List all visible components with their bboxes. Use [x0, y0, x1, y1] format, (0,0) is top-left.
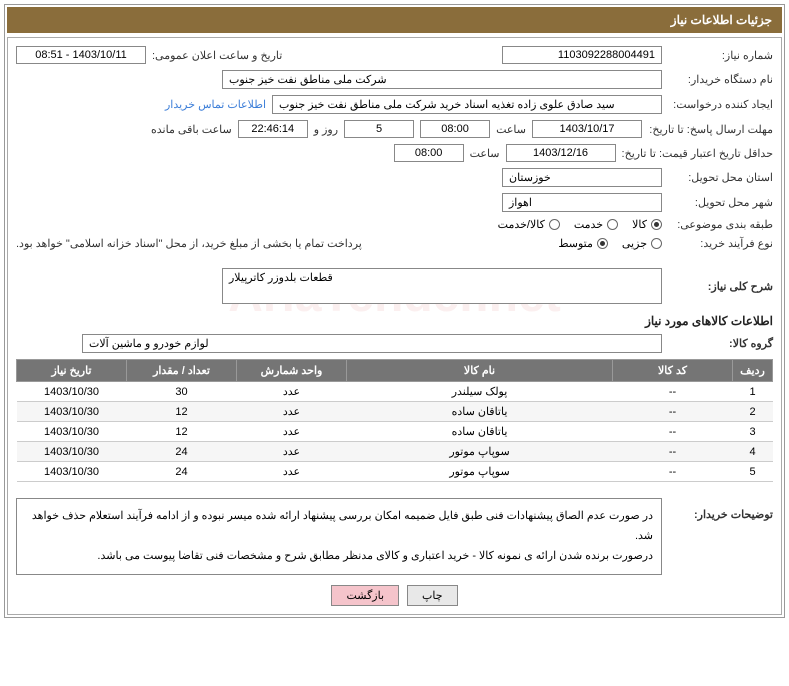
buyer-org-field: شرکت ملی مناطق نفت خیز جنوب — [222, 70, 662, 89]
cell-row: 2 — [733, 402, 773, 422]
buyer-notes-label: توضیحات خریدار: — [668, 490, 773, 521]
group-label: گروه کالا: — [668, 337, 773, 350]
category-service-label: خدمت — [574, 218, 603, 231]
radio-icon — [651, 238, 662, 249]
cell-qty: 24 — [127, 462, 237, 482]
cell-date: 1403/10/30 — [17, 382, 127, 402]
cell-row: 3 — [733, 422, 773, 442]
process-medium-label: متوسط — [558, 237, 593, 250]
cell-unit: عدد — [237, 422, 347, 442]
goods-section-title: اطلاعات کالاهای مورد نیاز — [16, 314, 773, 328]
radio-icon — [607, 219, 618, 230]
city-label: شهر محل تحویل: — [668, 196, 773, 209]
cell-date: 1403/10/30 — [17, 422, 127, 442]
payment-note: پرداخت تمام یا بخشی از مبلغ خرید، از محل… — [16, 237, 362, 250]
requester-field: سید صادق علوی زاده تغذیه اسناد خرید شرکت… — [272, 95, 662, 114]
back-button[interactable]: بازگشت — [331, 585, 399, 606]
cell-code: -- — [613, 382, 733, 402]
group-field: لوازم خودرو و ماشین آلات — [82, 334, 662, 353]
cell-qty: 24 — [127, 442, 237, 462]
deadline-time-field: 08:00 — [420, 120, 490, 138]
table-row: 5--سوپاپ موتورعدد241403/10/30 — [17, 462, 773, 482]
col-row: ردیف — [733, 360, 773, 382]
category-service[interactable]: خدمت — [574, 218, 618, 231]
cell-row: 4 — [733, 442, 773, 462]
time-label-2: ساعت — [470, 147, 500, 160]
deadline-send-label: مهلت ارسال پاسخ: تا تاریخ: — [648, 123, 773, 136]
cell-name: پولک سیلندر — [347, 382, 613, 402]
col-code: کد کالا — [613, 360, 733, 382]
category-goods-label: کالا — [632, 218, 647, 231]
announce-label: تاریخ و ساعت اعلان عمومی: — [152, 49, 282, 62]
cell-name: سوپاپ موتور — [347, 442, 613, 462]
category-goods[interactable]: کالا — [632, 218, 662, 231]
table-row: 2--یاتاقان سادهعدد121403/10/30 — [17, 402, 773, 422]
announce-field: 1403/10/11 - 08:51 — [16, 46, 146, 64]
cell-date: 1403/10/30 — [17, 462, 127, 482]
contact-link[interactable]: اطلاعات تماس خریدار — [165, 98, 266, 111]
cell-unit: عدد — [237, 382, 347, 402]
cell-code: -- — [613, 402, 733, 422]
cell-row: 5 — [733, 462, 773, 482]
province-label: استان محل تحویل: — [668, 171, 773, 184]
min-validity-time-field: 08:00 — [394, 144, 464, 162]
cell-code: -- — [613, 462, 733, 482]
cell-code: -- — [613, 442, 733, 462]
days-and-label: روز و — [314, 123, 338, 136]
countdown-field: 22:46:14 — [238, 120, 308, 138]
category-goods-service[interactable]: کالا/خدمت — [498, 218, 560, 231]
category-goods-service-label: کالا/خدمت — [498, 218, 545, 231]
cell-qty: 30 — [127, 382, 237, 402]
cell-date: 1403/10/30 — [17, 402, 127, 422]
cell-qty: 12 — [127, 402, 237, 422]
category-label: طبقه بندی موضوعی: — [668, 218, 773, 231]
cell-date: 1403/10/30 — [17, 442, 127, 462]
goods-table: ردیف کد کالا نام کالا واحد شمارش تعداد /… — [16, 359, 773, 482]
col-name: نام کالا — [347, 360, 613, 382]
category-radio-group: کالا خدمت کالا/خدمت — [498, 218, 662, 231]
radio-icon — [651, 219, 662, 230]
need-no-field: 1103092288004491 — [502, 46, 662, 64]
overview-label: شرح کلی نیاز: — [668, 280, 773, 293]
process-partial[interactable]: جزیی — [622, 237, 662, 250]
col-qty: تعداد / مقدار — [127, 360, 237, 382]
col-date: تاریخ نیاز — [17, 360, 127, 382]
radio-icon — [597, 238, 608, 249]
buyer-notes-line1: در صورت عدم الصاق پیشنهادات فنی طبق فایل… — [25, 507, 653, 547]
days-field: 5 — [344, 120, 414, 138]
cell-row: 1 — [733, 382, 773, 402]
remaining-label: ساعت باقی مانده — [151, 123, 232, 136]
table-row: 4--سوپاپ موتورعدد241403/10/30 — [17, 442, 773, 462]
print-button[interactable]: چاپ — [407, 585, 458, 606]
cell-unit: عدد — [237, 402, 347, 422]
cell-name: سوپاپ موتور — [347, 462, 613, 482]
need-no-label: شماره نیاز: — [668, 49, 773, 62]
buyer-notes-line2: درصورت برنده شدن ارائه ی نمونه کالا - خر… — [25, 547, 653, 567]
cell-code: -- — [613, 422, 733, 442]
min-validity-date-field: 1403/12/16 — [506, 144, 616, 162]
process-label: نوع فرآیند خرید: — [668, 237, 773, 250]
process-medium[interactable]: متوسط — [558, 237, 608, 250]
buyer-org-label: نام دستگاه خریدار: — [668, 73, 773, 86]
cell-qty: 12 — [127, 422, 237, 442]
radio-icon — [549, 219, 560, 230]
min-validity-label: حداقل تاریخ اعتبار قیمت: تا تاریخ: — [622, 147, 773, 160]
cell-name: یاتاقان ساده — [347, 422, 613, 442]
overview-field: قطعات بلدوزر کاترپیلار — [222, 268, 662, 304]
col-unit: واحد شمارش — [237, 360, 347, 382]
cell-unit: عدد — [237, 442, 347, 462]
page-header: جزئیات اطلاعات نیاز — [7, 7, 782, 33]
time-label-1: ساعت — [496, 123, 526, 136]
deadline-date-field: 1403/10/17 — [532, 120, 642, 138]
process-partial-label: جزیی — [622, 237, 647, 250]
province-field: خوزستان — [502, 168, 662, 187]
cell-name: یاتاقان ساده — [347, 402, 613, 422]
table-row: 1--پولک سیلندرعدد301403/10/30 — [17, 382, 773, 402]
cell-unit: عدد — [237, 462, 347, 482]
process-radio-group: جزیی متوسط — [558, 237, 662, 250]
buyer-notes-box: در صورت عدم الصاق پیشنهادات فنی طبق فایل… — [16, 498, 662, 575]
requester-label: ایجاد کننده درخواست: — [668, 98, 773, 111]
table-row: 3--یاتاقان سادهعدد121403/10/30 — [17, 422, 773, 442]
city-field: اهواز — [502, 193, 662, 212]
